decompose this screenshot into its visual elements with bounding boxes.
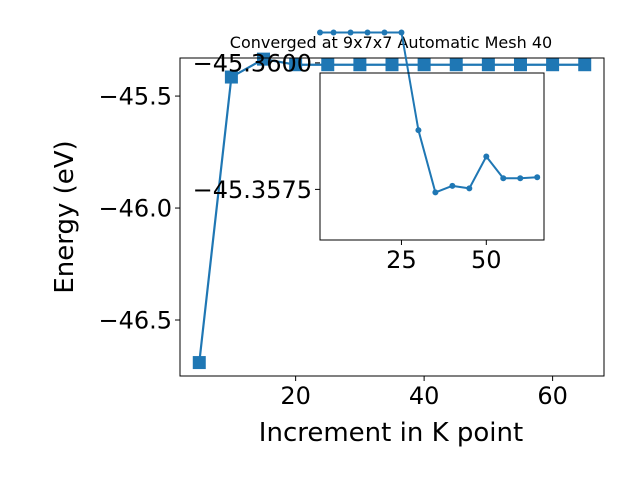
data-point-marker bbox=[192, 356, 206, 370]
data-point-marker bbox=[517, 175, 524, 182]
y-tick-label: −46.0 bbox=[98, 195, 172, 223]
data-point-marker bbox=[578, 58, 592, 72]
data-point-marker bbox=[500, 175, 507, 182]
data-point-marker bbox=[289, 58, 303, 72]
main-y-axis-label: Energy (eV) bbox=[50, 140, 80, 293]
data-point-marker bbox=[481, 58, 495, 72]
data-point-marker bbox=[534, 174, 541, 181]
y-tick-label: −45.3575 bbox=[193, 176, 312, 204]
main-plot-frame bbox=[179, 57, 605, 377]
data-point-marker bbox=[546, 58, 560, 72]
data-point-marker bbox=[513, 58, 527, 72]
inset-chart: 25 50 −45.3575 −45.3600 bbox=[193, 29, 545, 274]
data-point-marker bbox=[347, 29, 354, 36]
x-tick-label: 60 bbox=[537, 382, 568, 410]
data-point-marker bbox=[257, 52, 271, 66]
y-tick-label: −45.5 bbox=[98, 83, 172, 111]
main-chart: Converged at 9x7x7 Automatic Mesh 40 20 4… bbox=[50, 33, 605, 448]
data-point-marker bbox=[330, 29, 337, 36]
data-point-marker bbox=[449, 182, 456, 189]
inset-x-ticks: 25 50 bbox=[386, 240, 502, 274]
data-point-marker bbox=[224, 70, 238, 84]
main-x-ticks: 20 40 60 bbox=[280, 376, 568, 410]
main-x-axis-label: Increment in K point bbox=[259, 418, 523, 448]
data-point-marker bbox=[321, 58, 335, 72]
inset-y-ticks: −45.3575 −45.3600 bbox=[193, 50, 320, 204]
data-point-marker bbox=[483, 153, 490, 160]
data-point-marker bbox=[417, 58, 431, 72]
x-tick-label: 50 bbox=[471, 246, 502, 274]
y-tick-label: −45.3600 bbox=[193, 50, 312, 78]
x-tick-label: 25 bbox=[386, 246, 417, 274]
x-tick-label: 20 bbox=[280, 382, 311, 410]
data-point-marker bbox=[317, 29, 323, 36]
data-point-marker bbox=[449, 58, 463, 72]
inset-background bbox=[320, 73, 544, 240]
data-point-marker bbox=[466, 185, 473, 192]
main-y-ticks: −46.5 −46.0 −45.5 bbox=[98, 83, 180, 335]
data-point-marker bbox=[432, 189, 439, 196]
inset-series-layer bbox=[317, 29, 541, 196]
data-point-marker bbox=[398, 29, 405, 36]
y-tick-label: −46.5 bbox=[98, 307, 172, 335]
main-chart-title: Converged at 9x7x7 Automatic Mesh 40 bbox=[230, 33, 552, 52]
data-point-marker bbox=[364, 29, 371, 36]
data-point-marker bbox=[385, 58, 399, 72]
data-point-marker bbox=[415, 127, 422, 134]
data-point-marker bbox=[353, 58, 367, 72]
data-point-marker bbox=[381, 29, 388, 36]
x-tick-label: 40 bbox=[409, 382, 440, 410]
inset-plot-frame bbox=[319, 72, 545, 241]
main-series-layer bbox=[192, 52, 592, 370]
